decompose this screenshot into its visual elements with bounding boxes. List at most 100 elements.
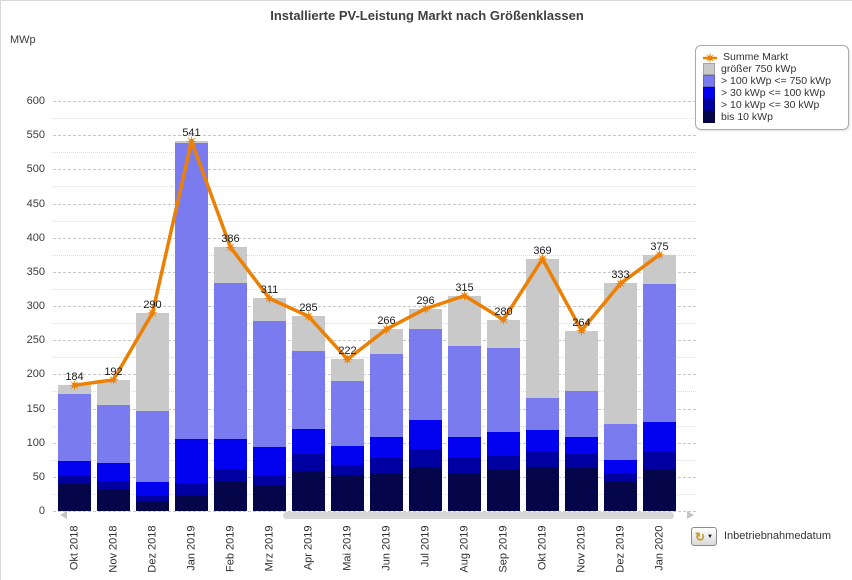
bar-segment[interactable] <box>604 460 637 474</box>
bar-segment[interactable] <box>487 432 520 457</box>
bar-segment[interactable] <box>448 295 481 347</box>
bar-segment[interactable] <box>292 316 325 352</box>
bar-segment[interactable] <box>409 308 442 329</box>
bar-segment[interactable] <box>58 394 91 462</box>
bar-segment[interactable] <box>292 471 325 511</box>
bar-segment[interactable] <box>136 312 169 411</box>
bar-segment[interactable] <box>214 469 247 483</box>
bar-segment[interactable] <box>526 430 559 452</box>
bar-segment[interactable] <box>136 495 169 501</box>
bar-segment[interactable] <box>253 298 286 322</box>
bar-segment[interactable] <box>58 476 91 485</box>
bar-segment[interactable] <box>136 410 169 482</box>
bar-segment[interactable] <box>370 329 403 354</box>
bar-segment[interactable] <box>370 436 403 458</box>
bar-segment[interactable] <box>214 282 247 439</box>
bar-segment[interactable] <box>643 470 676 511</box>
legend-swatch-icon <box>703 63 715 75</box>
bar-segment[interactable] <box>487 319 520 348</box>
bar-segment[interactable] <box>97 480 130 490</box>
bar-segment[interactable] <box>175 495 208 511</box>
legend-item-label: größer 750 kWp <box>721 63 797 75</box>
legend-item[interactable]: Summe Markt <box>703 51 842 64</box>
bar-segment[interactable] <box>136 500 169 511</box>
y-tick-label: 300 <box>26 300 45 312</box>
bar-segment[interactable] <box>253 321 286 448</box>
bar-segment[interactable] <box>331 381 364 447</box>
bar-segment[interactable] <box>214 438 247 470</box>
scrollbar-right-arrow-icon[interactable] <box>687 511 694 519</box>
bar-segment[interactable] <box>526 451 559 467</box>
bar-segment[interactable] <box>97 489 130 511</box>
bar-segment[interactable] <box>292 351 325 429</box>
bar-segment[interactable] <box>409 420 442 449</box>
bar-segment[interactable] <box>604 423 637 461</box>
bar-segment[interactable] <box>565 453 598 468</box>
bar-segment[interactable] <box>604 482 637 511</box>
bar-segment[interactable] <box>58 385 91 395</box>
bar-segment[interactable] <box>97 379 130 406</box>
bar-segment[interactable] <box>58 461 91 477</box>
legend-swatch-icon <box>703 75 715 87</box>
bar-segment[interactable] <box>58 484 91 511</box>
bar-segment[interactable] <box>370 353 403 437</box>
bar-segment[interactable] <box>448 458 481 475</box>
bar-segment[interactable] <box>643 422 676 453</box>
bar-segment[interactable] <box>331 359 364 382</box>
bar-segment[interactable] <box>370 457 403 474</box>
bar-segment[interactable] <box>136 481 169 496</box>
bar-segment[interactable] <box>643 452 676 470</box>
legend-item-label: > 100 kWp <= 750 kWp <box>721 75 832 87</box>
legend-item[interactable]: > 30 kWp <= 100 kWp <box>703 87 842 99</box>
bar-segment[interactable] <box>487 470 520 511</box>
x-tick-label: Nov 2018 <box>107 525 119 573</box>
bar-segment[interactable] <box>448 436 481 459</box>
legend-item[interactable]: > 10 kWp <= 30 kWp <box>703 99 842 111</box>
legend[interactable]: Summe Markt größer 750 kWp > 100 kWp <= 75… <box>695 45 849 130</box>
bar-segment[interactable] <box>175 141 208 144</box>
bar-segment[interactable] <box>565 467 598 511</box>
legend-item[interactable]: größer 750 kWp <box>703 63 842 75</box>
bar-segment[interactable] <box>526 258 559 399</box>
bar-segment[interactable] <box>253 485 286 511</box>
bar-segment[interactable] <box>253 447 286 475</box>
bar-segment[interactable] <box>214 247 247 283</box>
bar-segment[interactable] <box>409 467 442 511</box>
bar-segment[interactable] <box>331 475 364 511</box>
legend-item[interactable]: bis 10 kWp <box>703 111 842 123</box>
bar-segment[interactable] <box>292 429 325 454</box>
scrollbar-left-arrow-icon[interactable] <box>60 511 67 519</box>
bar-segment[interactable] <box>565 390 598 438</box>
bar-segment[interactable] <box>409 448 442 468</box>
bar-segment[interactable] <box>448 474 481 511</box>
bar-segment[interactable] <box>487 347 520 433</box>
bar-segment[interactable] <box>604 283 637 424</box>
bar-segment[interactable] <box>331 446 364 465</box>
bar-segment[interactable] <box>448 346 481 437</box>
bar-segment[interactable] <box>409 328 442 421</box>
bar-total-label: 285 <box>299 302 318 315</box>
bar-segment[interactable] <box>526 398 559 431</box>
bar-segment[interactable] <box>97 463 130 481</box>
bar-segment[interactable] <box>97 405 130 464</box>
bar-segment[interactable] <box>604 473 637 483</box>
bar-segment[interactable] <box>253 474 286 486</box>
bar-segment[interactable] <box>331 464 364 476</box>
legend-item[interactable]: > 100 kWp <= 750 kWp <box>703 75 842 87</box>
bar-segment[interactable] <box>565 437 598 454</box>
bar-segment[interactable] <box>175 143 208 439</box>
bar-segment[interactable] <box>292 453 325 472</box>
bar-segment[interactable] <box>370 473 403 511</box>
bar-segment[interactable] <box>487 456 520 470</box>
bar-segment[interactable] <box>565 330 598 391</box>
bar-segment[interactable] <box>175 482 208 496</box>
bar-segment[interactable] <box>526 466 559 511</box>
bar-segment[interactable] <box>175 438 208 483</box>
bar-segment[interactable] <box>643 254 676 285</box>
scrollbar-thumb[interactable] <box>283 512 674 519</box>
star-icon <box>704 52 716 64</box>
bar-segment[interactable] <box>214 482 247 511</box>
bar-segment[interactable] <box>643 284 676 423</box>
y-tick-label: 50 <box>32 470 45 483</box>
dimension-refresh-button[interactable]: ↻ ▼ <box>691 527 717 546</box>
